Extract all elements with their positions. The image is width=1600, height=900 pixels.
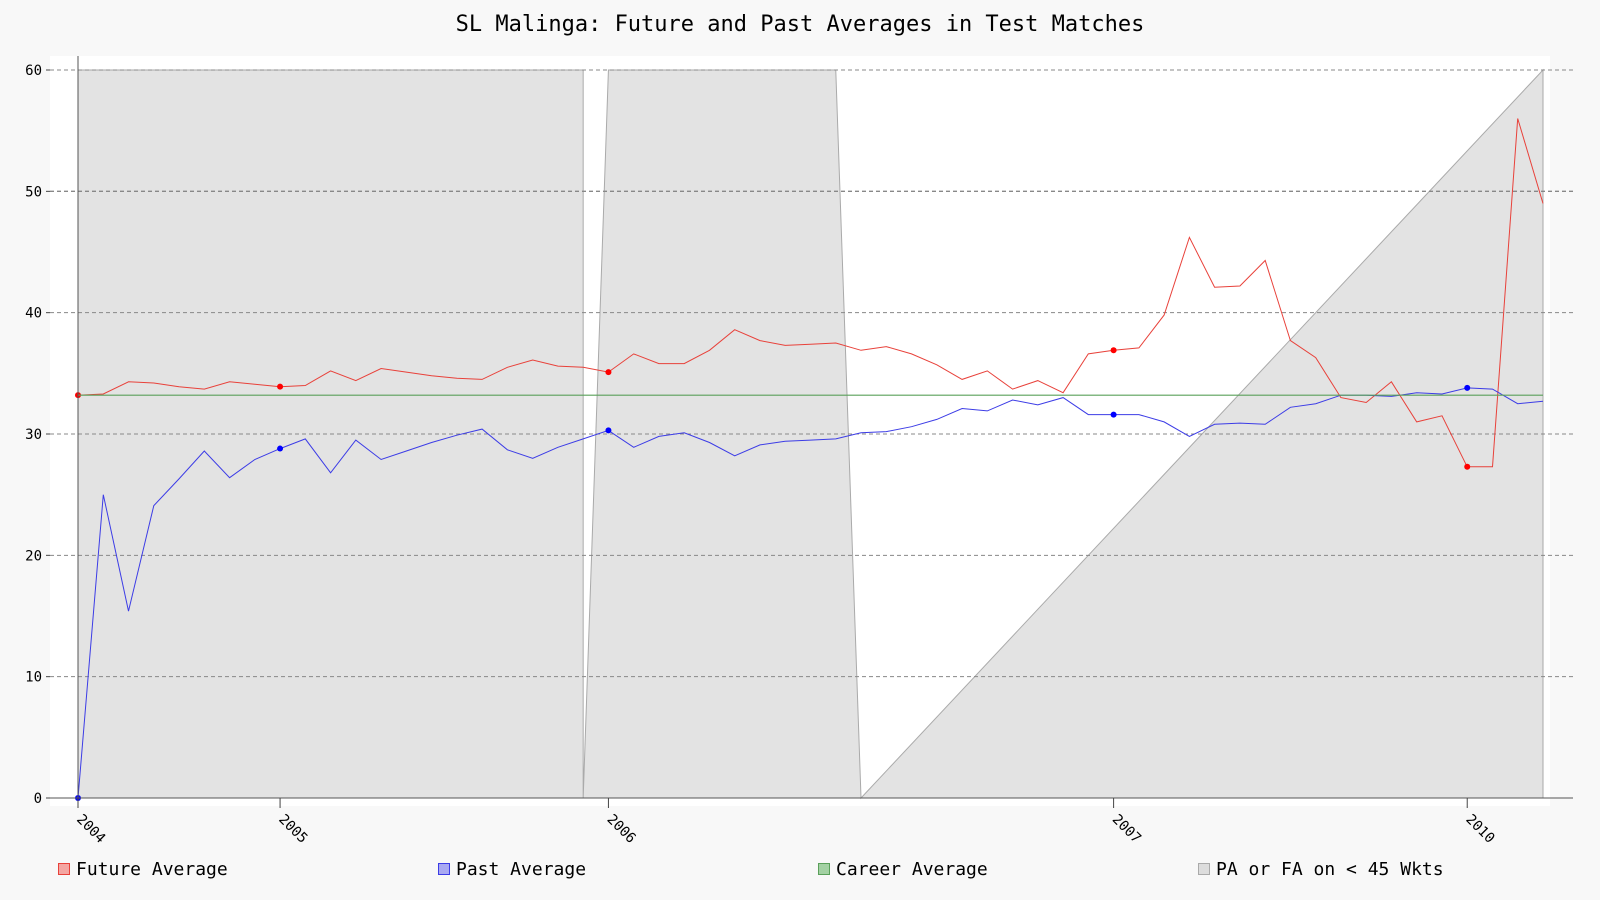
past-average-marker (1110, 411, 1117, 418)
x-tick-label: 2007 (1109, 812, 1144, 847)
legend-label-past: Past Average (456, 858, 587, 880)
future-average-line (77, 118, 1544, 468)
y-tick-label: 60 (25, 63, 42, 79)
legend-item-career: Career Average (818, 858, 988, 880)
legend-swatch-future (58, 863, 70, 875)
future-average-marker (605, 369, 612, 376)
future-average-marker (1464, 463, 1471, 470)
y-tick-label: 30 (25, 427, 42, 443)
y-tick-label: 0 (34, 791, 42, 807)
legend-swatch-career (818, 863, 830, 875)
legend-label-career: Career Average (836, 858, 988, 880)
future-average-marker (1110, 347, 1117, 354)
legend-item-shaded: PA or FA on < 45 Wkts (1198, 858, 1444, 880)
x-tick-label: 2010 (1462, 812, 1497, 847)
past-average-line (77, 387, 1544, 799)
past-average-marker (277, 445, 284, 452)
x-tick-label: 2006 (604, 812, 639, 847)
y-tick-label: 50 (25, 184, 42, 200)
legend-item-past: Past Average (438, 858, 586, 880)
legend-swatch-past (438, 863, 450, 875)
legend-item-future: Future Average (58, 858, 228, 880)
legend-label-shaded: PA or FA on < 45 Wkts (1216, 858, 1444, 880)
y-tick-label: 10 (25, 670, 42, 686)
y-tick-label: 20 (25, 548, 42, 564)
chart-title: SL Malinga: Future and Past Averages in … (455, 12, 1145, 37)
past-average-marker (605, 427, 612, 434)
x-tick-label: 2004 (73, 812, 108, 847)
y-tick-label: 40 (25, 306, 42, 322)
legend-label-future: Future Average (76, 858, 228, 880)
past-average-marker (1464, 384, 1471, 391)
x-tick-label: 2005 (275, 812, 310, 847)
future-average-marker (277, 383, 284, 390)
legend-swatch-shaded (1198, 863, 1210, 875)
